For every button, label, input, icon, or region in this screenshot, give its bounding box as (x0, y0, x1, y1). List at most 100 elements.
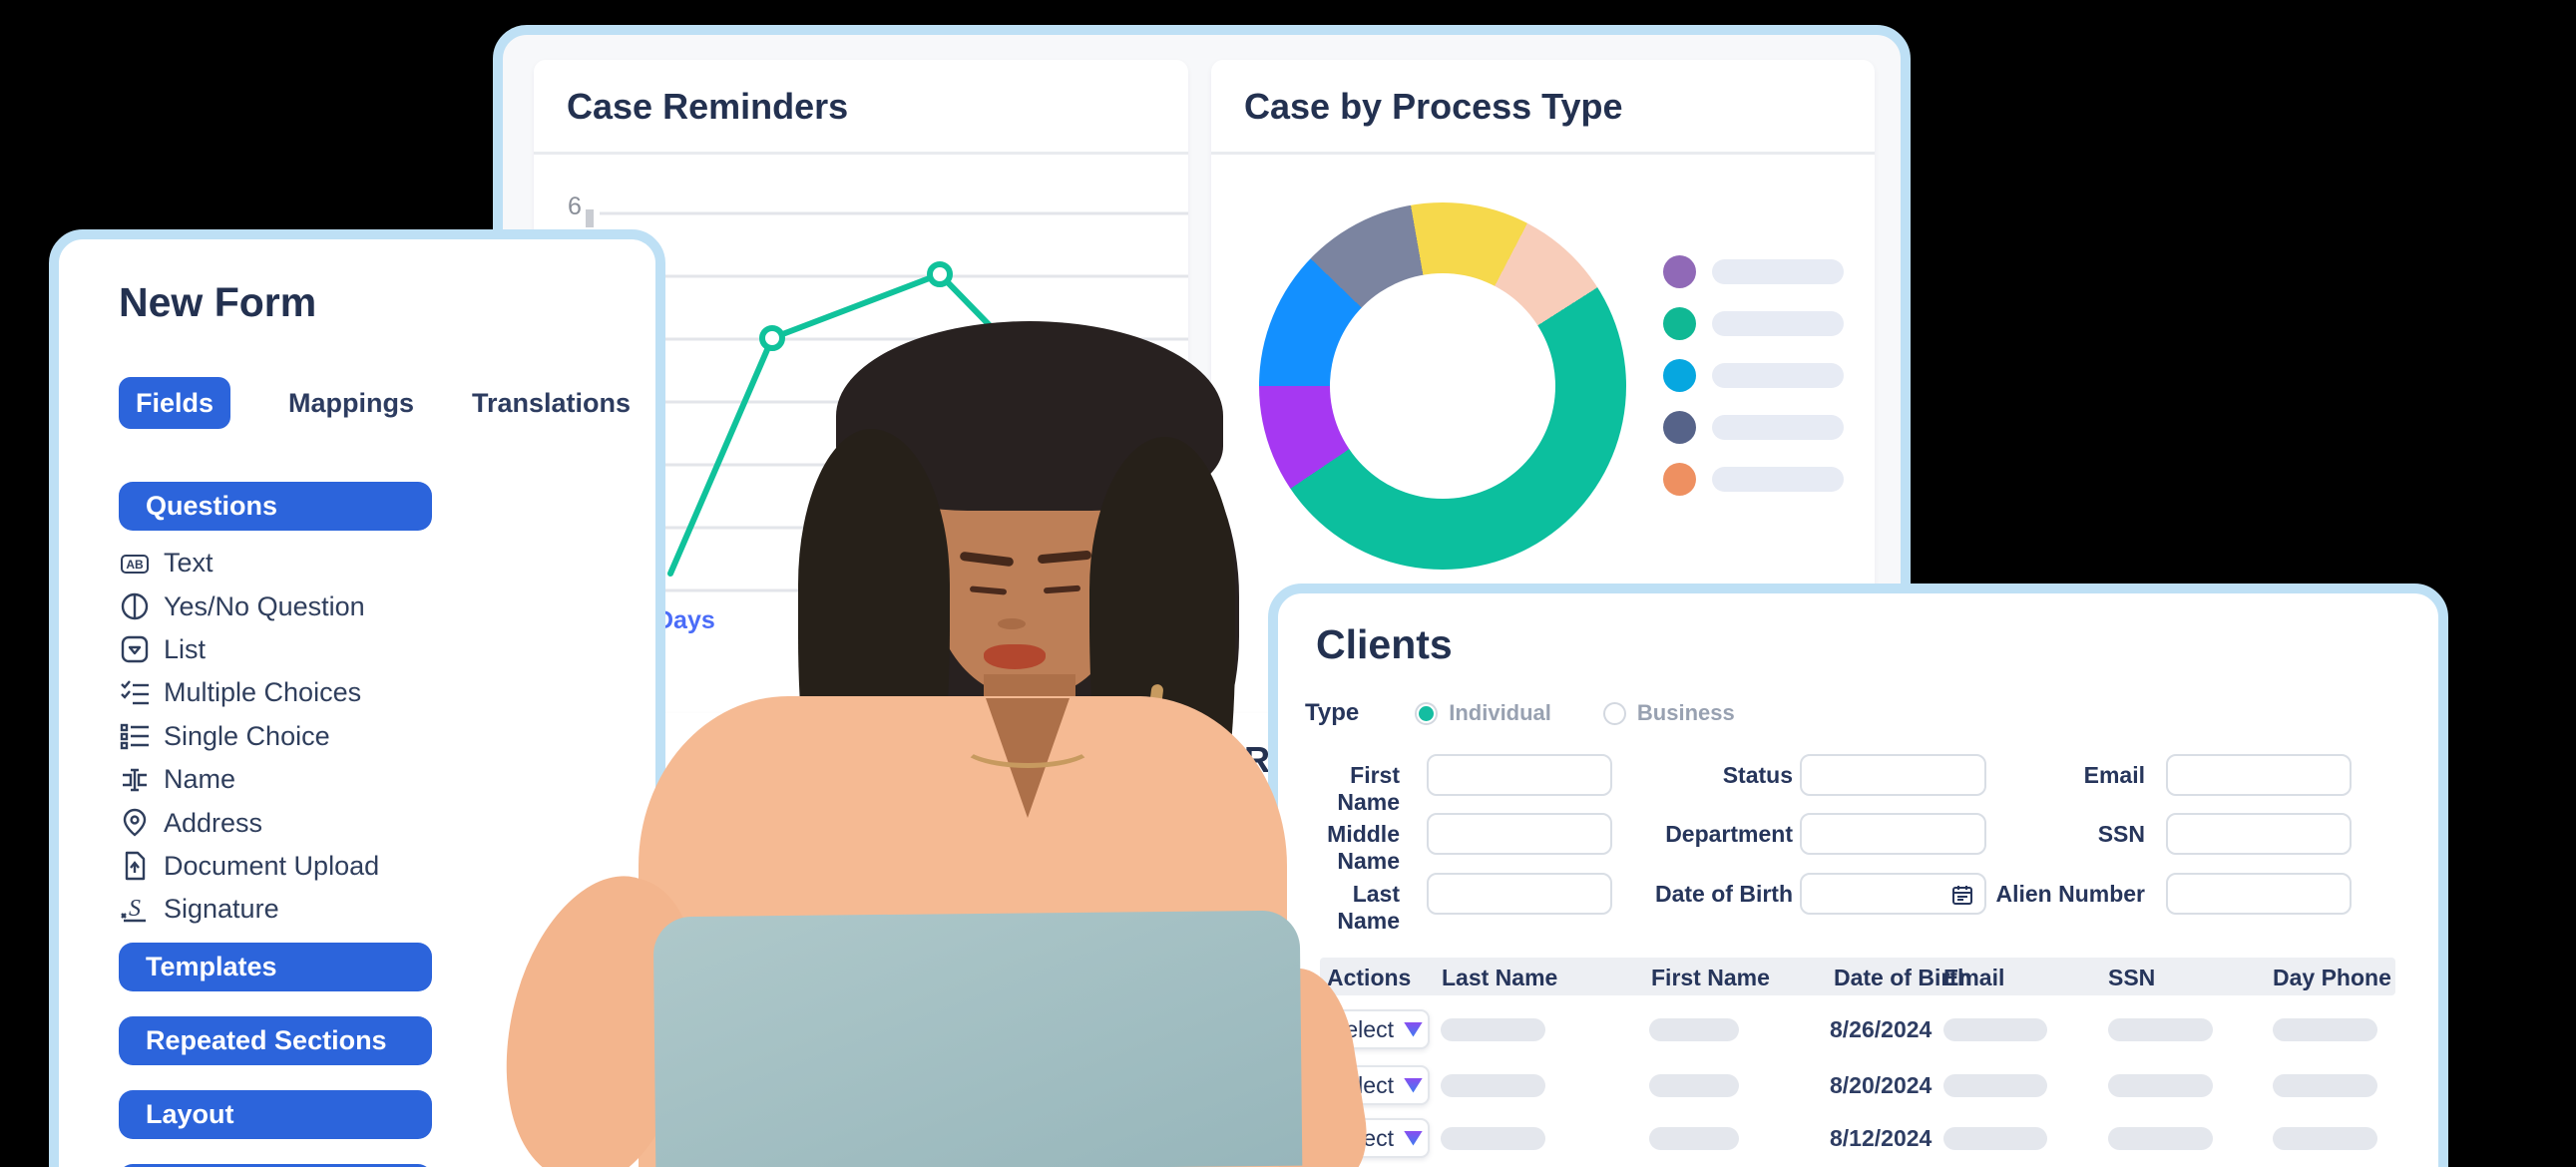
legend-label-placeholder (1712, 311, 1844, 336)
email-placeholder (1943, 1018, 2047, 1041)
legend-label-placeholder (1712, 363, 1844, 388)
email-placeholder (1943, 1074, 2047, 1097)
field-item-text[interactable]: AB Text (119, 542, 379, 584)
row-actions-select[interactable]: Select (1323, 1118, 1430, 1158)
status-field[interactable] (1800, 754, 1986, 796)
signature-icon: S (119, 894, 151, 926)
day-phone-placeholder (2273, 1127, 2377, 1150)
clients-title: Clients (1316, 621, 1453, 667)
department-label: Department (1665, 821, 1793, 847)
individual-radio[interactable] (1415, 701, 1439, 725)
name-icon (119, 764, 151, 796)
field-type-list: AB Text Yes/No Question (119, 542, 379, 932)
new-form-card: New Form Fields Mappings Translations Qu… (49, 229, 665, 1167)
col-first-name: First Name (1651, 965, 1770, 990)
ssn-field[interactable] (2166, 813, 2352, 855)
tab-translations[interactable]: Translations (472, 387, 632, 418)
data-point-marker (1112, 452, 1138, 478)
col-email: Email (1943, 965, 2005, 990)
partial-section-button[interactable] (119, 1164, 432, 1167)
field-item-address[interactable]: Address (119, 801, 379, 844)
first-name-placeholder (1649, 1127, 1739, 1150)
document-upload-icon (119, 850, 151, 882)
ssn-label: SSN (2097, 821, 2145, 847)
tab-mappings[interactable]: Mappings (288, 387, 414, 418)
business-label: Business (1636, 700, 1735, 725)
calendar-icon[interactable] (1950, 883, 1974, 907)
legend-item (1663, 359, 1844, 392)
y-axis-tick: 6 (568, 193, 582, 220)
legend-item (1663, 307, 1844, 340)
col-date-of-birth: Date of Birth (1834, 965, 1971, 990)
day-phone-placeholder (2273, 1018, 2377, 1041)
questions-section-button[interactable]: Questions (119, 482, 432, 531)
legend-dot (1663, 255, 1696, 288)
field-item-single-choice[interactable]: Single Choice (119, 715, 379, 758)
legend-label-placeholder (1712, 415, 1844, 440)
table-row: Select 8/20/2024 (1320, 1065, 2395, 1105)
email-placeholder (1943, 1127, 2047, 1150)
col-ssn: SSN (2108, 965, 2156, 990)
alien-number-field[interactable] (2166, 873, 2352, 915)
new-form-title: New Form (119, 279, 317, 325)
repeated-sections-button[interactable]: Repeated Sections (119, 1016, 432, 1065)
yes-no-icon (119, 590, 151, 622)
day-phone-placeholder (2273, 1074, 2377, 1097)
first-name-label: First Name (1337, 762, 1400, 815)
legend-label-placeholder (1712, 467, 1844, 492)
field-item-list[interactable]: List (119, 628, 379, 671)
last-name-placeholder (1441, 1018, 1545, 1041)
field-item-signature[interactable]: S Signature (119, 888, 379, 931)
donut-chart (1259, 202, 1626, 570)
tab-fields[interactable]: Fields (119, 377, 230, 429)
legend-label-placeholder (1712, 259, 1844, 284)
col-last-name: Last Name (1442, 965, 1558, 990)
clients-card: Clients Type Individual Business First N… (1268, 584, 2448, 1167)
ssn-placeholder (2108, 1074, 2213, 1097)
last-name-field[interactable] (1427, 873, 1612, 915)
department-field[interactable] (1800, 813, 1986, 855)
field-item-multiple-choices[interactable]: Multiple Choices (119, 671, 379, 714)
data-point-marker (759, 325, 785, 351)
table-row: Select 8/26/2024 (1320, 1009, 2395, 1049)
ssn-placeholder (2108, 1127, 2213, 1150)
last-name-placeholder (1441, 1074, 1545, 1097)
field-item-yes-no[interactable]: Yes/No Question (119, 584, 379, 627)
col-day-phone: Day Phone (2273, 965, 2391, 990)
alien-number-label: Alien Number (1995, 881, 2145, 907)
chevron-down-icon (1403, 1021, 1423, 1037)
data-point-marker (927, 261, 953, 287)
text-icon: AB (119, 548, 151, 580)
date-of-birth-value: 8/26/2024 (1830, 1016, 1932, 1042)
status-label: Status (1722, 762, 1793, 788)
date-of-birth-label: Date of Birth (1655, 881, 1793, 907)
multiple-choices-icon (119, 677, 151, 709)
email-field[interactable] (2166, 754, 2352, 796)
row-actions-select[interactable]: Select (1323, 1065, 1430, 1105)
case-by-process-type-title: Case by Process Type (1211, 60, 1875, 155)
table-row: Select 8/12/2024 (1320, 1118, 2395, 1158)
row-actions-select[interactable]: Select (1323, 1009, 1430, 1049)
col-actions: Actions (1327, 965, 1412, 990)
address-icon (119, 807, 151, 839)
email-label: Email (2083, 762, 2145, 788)
layout-section-button[interactable]: Layout (119, 1090, 432, 1139)
field-item-name[interactable]: Name (119, 758, 379, 801)
legend-dot (1663, 411, 1696, 444)
single-choice-icon (119, 720, 151, 752)
date-of-birth-field[interactable] (1800, 873, 1986, 915)
middle-name-label: Middle Name (1327, 821, 1400, 874)
chevron-down-icon (1403, 1077, 1423, 1093)
svg-text:AB: AB (126, 558, 144, 572)
middle-name-field[interactable] (1427, 813, 1612, 855)
field-item-document-upload[interactable]: Document Upload (119, 845, 379, 888)
templates-section-button[interactable]: Templates (119, 943, 432, 991)
donut-legend (1663, 255, 1844, 496)
legend-dot (1663, 307, 1696, 340)
first-name-field[interactable] (1427, 754, 1612, 796)
list-icon (119, 633, 151, 665)
ssn-placeholder (2108, 1018, 2213, 1041)
chevron-down-icon (1403, 1130, 1423, 1146)
business-radio[interactable] (1602, 701, 1626, 725)
